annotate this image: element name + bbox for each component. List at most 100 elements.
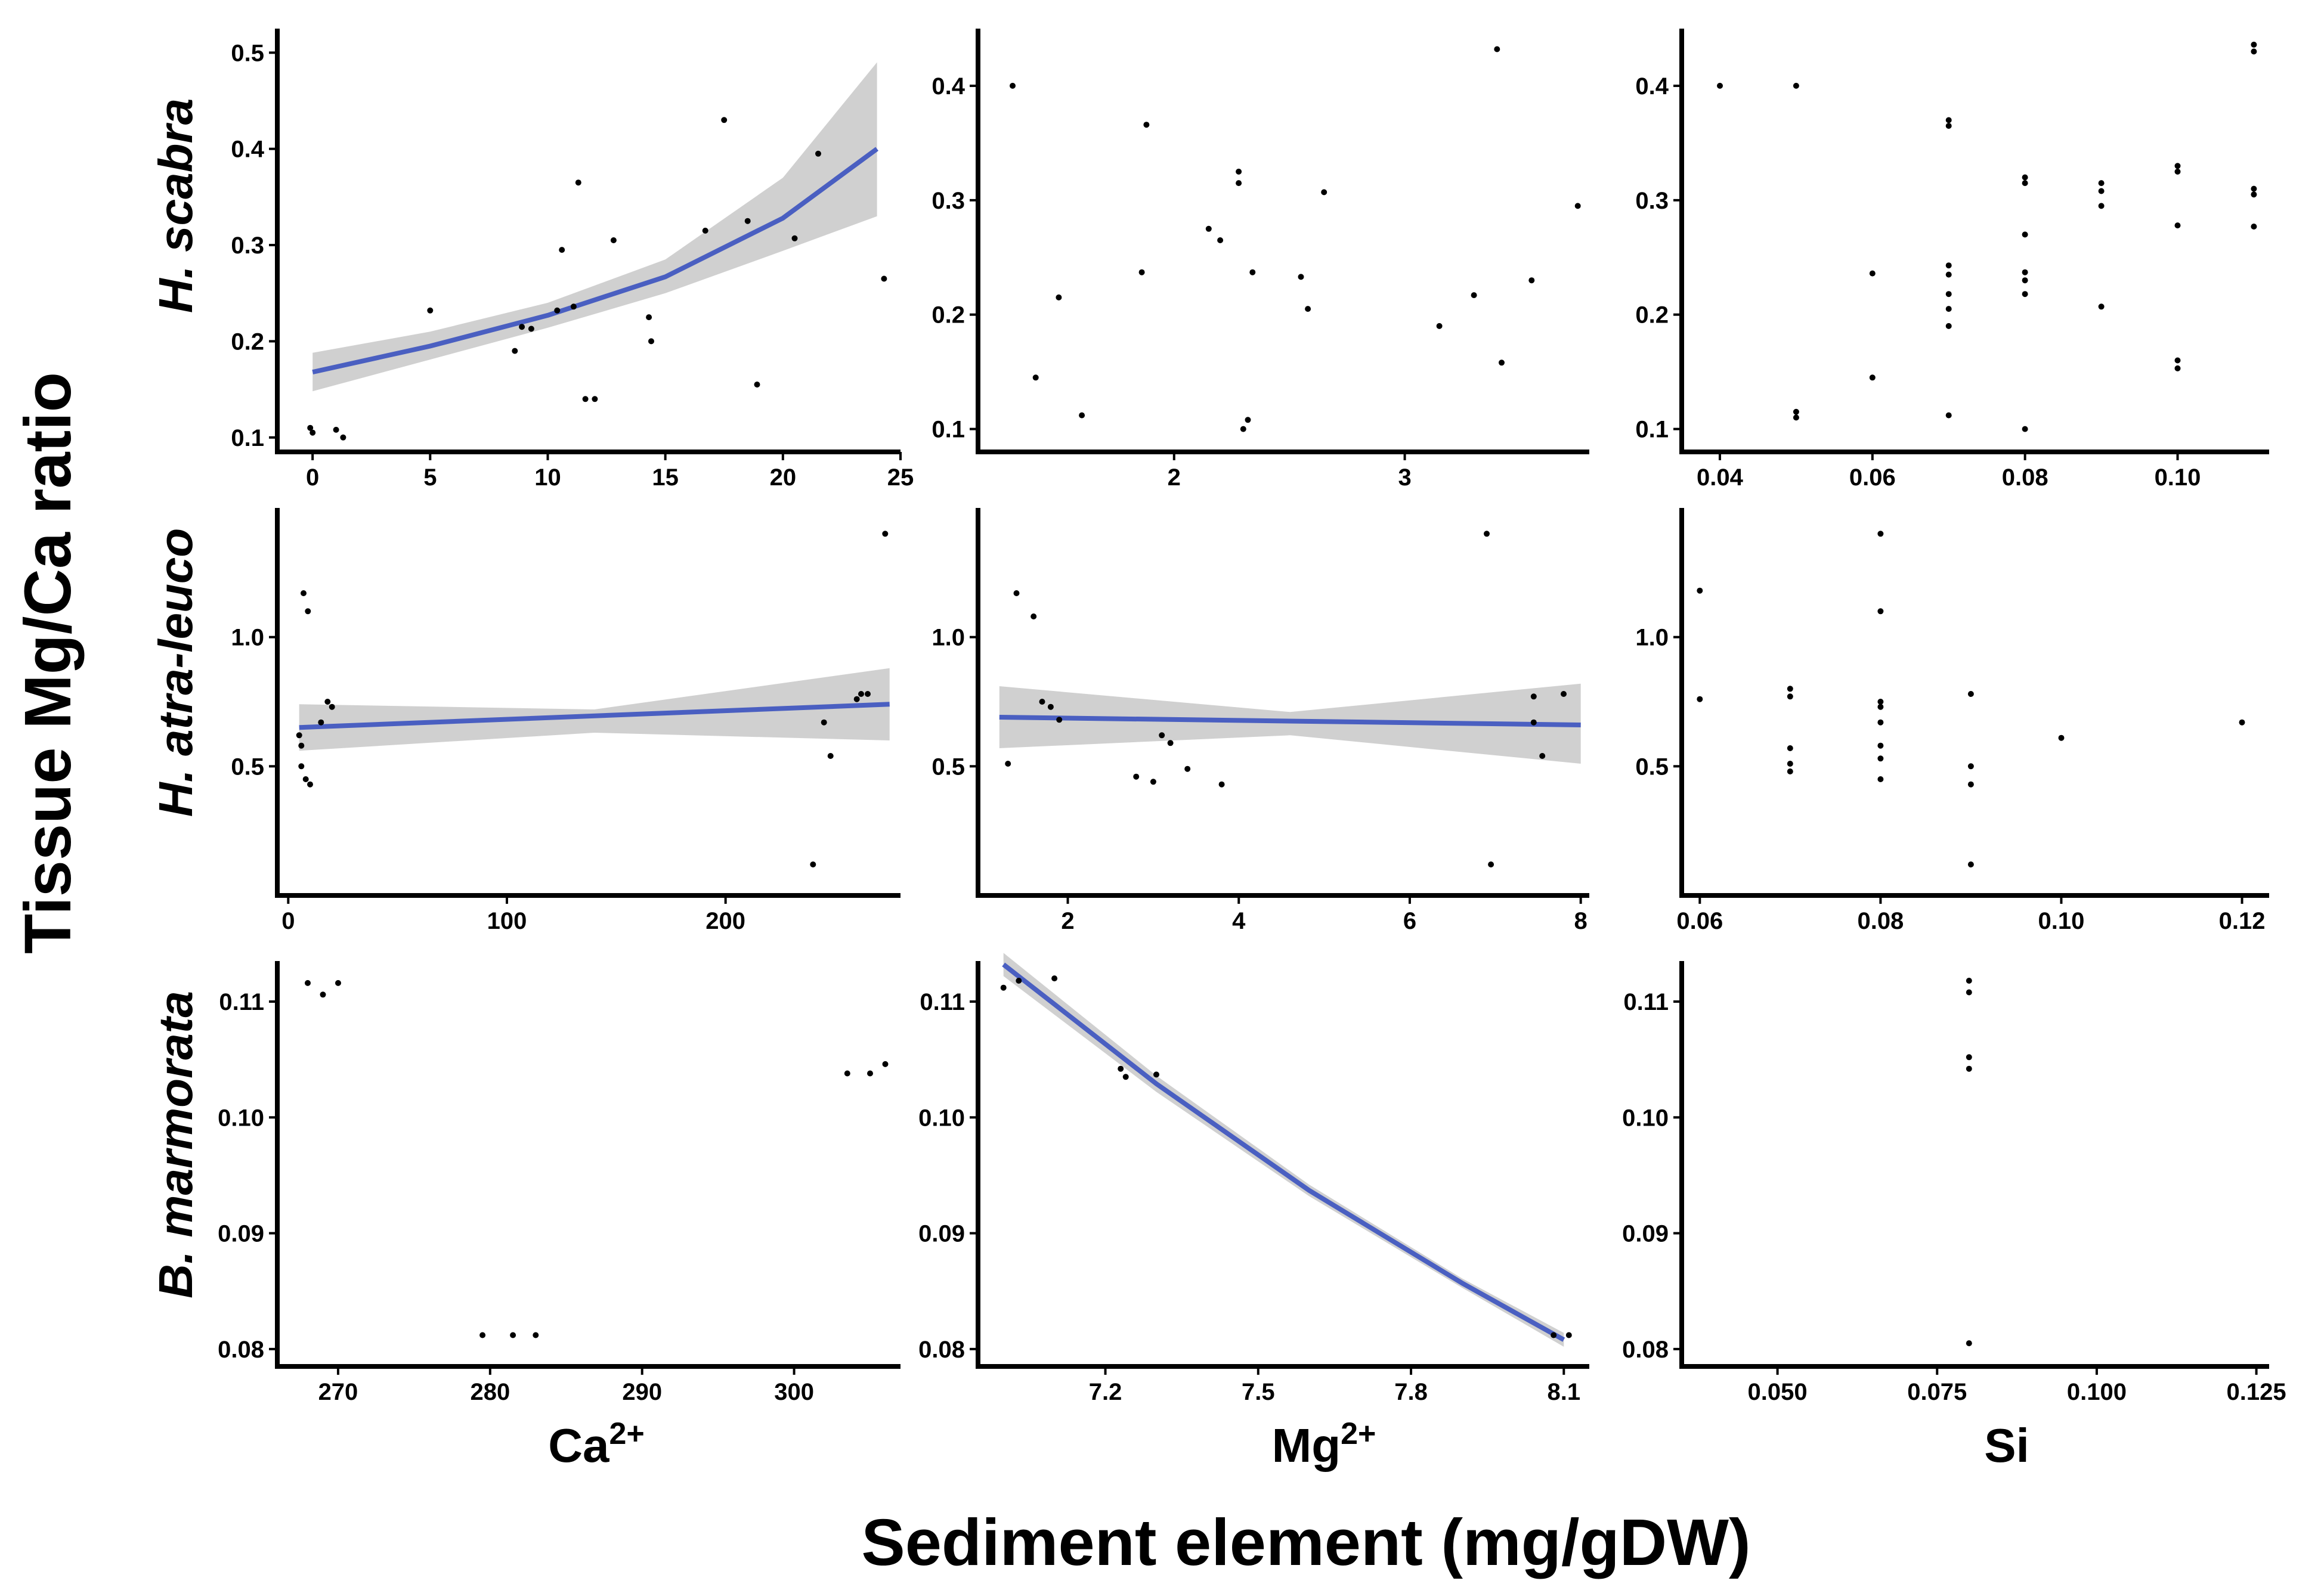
y-tick-label: 0.1 xyxy=(231,425,264,451)
panel-2-1: 0 100 200 0.5 1.0 xyxy=(231,508,900,934)
data-point xyxy=(1321,189,1327,196)
data-point xyxy=(2098,303,2105,310)
data-point xyxy=(1869,374,1876,381)
data-point xyxy=(1787,686,1793,692)
data-point xyxy=(575,179,581,186)
x-tick-label: 6 xyxy=(1403,908,1416,934)
y-tick-label: 0.5 xyxy=(932,754,965,780)
data-point xyxy=(2098,203,2105,209)
data-point xyxy=(1877,719,1884,726)
y-tick-label: 0.3 xyxy=(231,233,264,259)
data-point xyxy=(1877,608,1884,615)
data-point xyxy=(335,980,341,986)
data-point xyxy=(1877,776,1884,782)
data-point xyxy=(1167,740,1174,746)
data-point xyxy=(2022,291,2028,297)
x-tick-label: 100 xyxy=(487,908,527,934)
data-point xyxy=(519,324,525,330)
data-point xyxy=(1966,1054,1972,1061)
data-point xyxy=(2098,188,2105,194)
x-tick-label: 25 xyxy=(887,464,914,491)
x-tick-label: 8.1 xyxy=(1547,1379,1580,1405)
data-point xyxy=(1436,323,1443,329)
data-point xyxy=(310,429,316,436)
panel-3-2: 7.2 7.5 7.8 8.1 0.08 0.09 0.10 0.11 xyxy=(918,953,1589,1405)
data-point xyxy=(1787,768,1793,774)
data-point xyxy=(1945,271,1952,278)
data-point xyxy=(1966,1340,1972,1347)
data-point xyxy=(1047,703,1054,710)
data-point xyxy=(1159,732,1165,739)
data-point xyxy=(301,590,307,596)
data-point xyxy=(1013,590,1020,596)
y-tick-label: 0.5 xyxy=(1635,754,1669,780)
x-tick-label: 3 xyxy=(1398,464,1411,491)
y-tick-label: 0.11 xyxy=(219,989,264,1015)
x-tick-label: 0.10 xyxy=(2155,464,2201,491)
data-point xyxy=(2251,48,2257,55)
data-point xyxy=(1471,292,1477,299)
data-point xyxy=(1561,691,1567,697)
data-point xyxy=(744,218,751,224)
data-point xyxy=(305,608,311,615)
data-point xyxy=(2251,224,2257,230)
data-point xyxy=(1877,703,1884,710)
data-point xyxy=(2174,365,2181,371)
y-tick-label: 0.08 xyxy=(1622,1337,1669,1363)
x-tick-label: 280 xyxy=(470,1379,510,1405)
data-point xyxy=(340,434,346,441)
y-tick-label: 0.4 xyxy=(932,73,965,100)
data-point xyxy=(827,753,834,759)
x-tick-label: 0.125 xyxy=(2227,1379,2286,1405)
data-point xyxy=(305,980,311,986)
data-point xyxy=(296,732,302,739)
data-point xyxy=(1499,359,1505,366)
y-tick-label: 0.2 xyxy=(231,328,264,355)
x-tick-label: 0.06 xyxy=(1849,464,1896,491)
data-point xyxy=(1793,408,1799,415)
data-point xyxy=(1032,374,1039,381)
data-point xyxy=(1787,761,1793,767)
x-tick-label: 2 xyxy=(1168,464,1181,491)
data-point xyxy=(754,382,760,388)
data-point xyxy=(2022,277,2028,284)
y-axis-title: Tissue Mg/Ca ratio xyxy=(11,372,85,954)
data-point xyxy=(1488,861,1494,867)
data-point xyxy=(1298,274,1304,280)
data-point xyxy=(1143,122,1150,128)
data-point xyxy=(2174,168,2181,175)
data-point xyxy=(1205,225,1212,232)
y-tick-label: 0.5 xyxy=(231,754,264,780)
data-point xyxy=(1218,781,1225,788)
x-tick-label: 4 xyxy=(1232,908,1246,934)
data-point xyxy=(554,307,561,314)
data-point xyxy=(1016,978,1022,984)
data-point xyxy=(1153,1071,1159,1078)
chart-panels: 0 5 10 15 20 250.10.20.30.40.52 30.10.20.30.40… xyxy=(218,29,2286,1405)
data-point xyxy=(324,699,331,705)
data-point xyxy=(528,326,534,332)
x-tick-label: 7.5 xyxy=(1242,1379,1275,1405)
data-point xyxy=(1793,82,1799,89)
data-point xyxy=(1565,1332,1572,1338)
data-point xyxy=(2251,191,2257,198)
data-point xyxy=(1787,693,1793,700)
data-point xyxy=(1966,978,1972,984)
panel-1-2: 2 3 0.1 0.2 0.3 0.4 xyxy=(932,29,1589,491)
data-point xyxy=(318,719,324,726)
data-point xyxy=(1967,763,1974,770)
data-point xyxy=(1005,761,1011,767)
data-point xyxy=(1697,696,1703,702)
column-label-ca: Ca2+ xyxy=(548,1417,645,1472)
data-point xyxy=(512,348,518,354)
y-tick-label: 0.09 xyxy=(218,1221,264,1247)
data-point xyxy=(479,1332,486,1338)
y-tick-label: 0.5 xyxy=(231,40,264,66)
data-point xyxy=(1133,773,1140,780)
data-point xyxy=(610,237,617,243)
x-tick-label: 0 xyxy=(306,464,319,491)
data-point xyxy=(1945,291,1952,297)
data-point xyxy=(815,150,821,157)
x-tick-label: 20 xyxy=(770,464,797,491)
